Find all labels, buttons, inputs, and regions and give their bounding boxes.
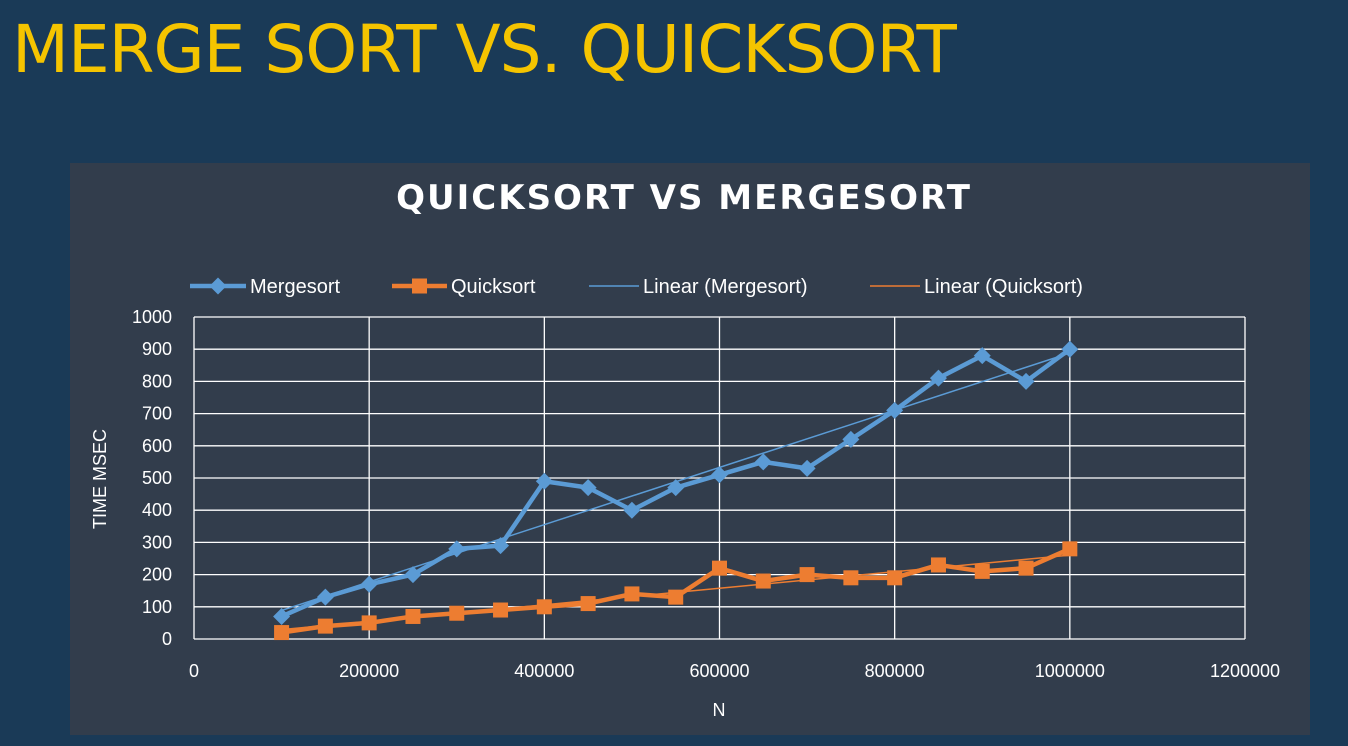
data-point-mergesort (711, 466, 728, 484)
data-point-mergesort (798, 459, 816, 477)
x-tick-label: 400000 (514, 661, 574, 681)
y-tick-label: 600 (142, 436, 172, 456)
data-point-quicksort (449, 605, 465, 621)
data-point-mergesort (623, 501, 641, 519)
data-point-mergesort (1061, 340, 1079, 358)
x-tick-label: 800000 (865, 661, 925, 681)
data-point-mergesort (973, 347, 991, 365)
y-tick-label: 900 (142, 339, 172, 359)
y-axis-label: TIME MSEC (90, 429, 110, 529)
data-point-mergesort (667, 479, 685, 497)
data-markers (273, 340, 1079, 641)
data-point-quicksort (493, 602, 509, 618)
data-point-mergesort (273, 607, 291, 625)
y-tick-label: 500 (142, 468, 172, 488)
legend-label: Linear (Quicksort) (924, 276, 1083, 298)
data-point-quicksort (668, 589, 684, 605)
legend: Mergesort Quicksort Linear (Mergesort) Line… (190, 276, 1083, 298)
y-tick-label: 1000 (132, 307, 172, 327)
data-point-mergesort (316, 588, 334, 606)
data-point-mergesort (535, 472, 553, 490)
chart-title: QUICKSORT VS MERGESORT (396, 178, 972, 218)
chart-svg: QUICKSORT VS MERGESORT Mergesort Quicksor… (90, 178, 1280, 720)
y-tick-label: 100 (142, 597, 172, 617)
data-point-quicksort (1018, 560, 1034, 576)
data-point-quicksort (536, 599, 552, 615)
x-tick-label: 0 (189, 661, 199, 681)
data-point-quicksort (755, 573, 771, 589)
data-point-quicksort (624, 586, 640, 602)
slide-title: MERGE SORT VS. QUICKSORT (12, 11, 957, 88)
legend-item: Linear (Quicksort) (870, 276, 1083, 298)
y-tick-label: 0 (162, 629, 172, 649)
data-point-mergesort (492, 537, 510, 555)
x-tick-label: 1000000 (1035, 661, 1105, 681)
x-tick-label: 200000 (339, 661, 399, 681)
data-point-mergesort (754, 453, 772, 471)
data-point-quicksort (580, 596, 596, 612)
data-point-mergesort (842, 430, 860, 448)
legend-marker (412, 278, 427, 294)
legend-label: Linear (Mergesort) (643, 276, 808, 298)
data-point-mergesort (360, 575, 378, 593)
data-point-mergesort (886, 401, 904, 419)
data-point-quicksort (930, 557, 946, 573)
x-axis-label: N (713, 700, 726, 720)
data-point-quicksort (274, 625, 290, 641)
data-point-quicksort (1062, 541, 1078, 557)
data-point-quicksort (887, 570, 903, 586)
x-tick-label: 600000 (689, 661, 749, 681)
data-point-mergesort (579, 479, 597, 497)
data-point-mergesort (404, 566, 422, 584)
legend-label: Mergesort (250, 276, 340, 298)
legend-item: Linear (Mergesort) (589, 276, 808, 298)
y-tick-label: 800 (142, 371, 172, 391)
data-point-quicksort (799, 567, 815, 583)
data-point-quicksort (843, 570, 859, 586)
legend-marker (209, 277, 227, 295)
data-point-mergesort (1017, 372, 1035, 390)
y-tick-label: 400 (142, 500, 172, 520)
data-point-quicksort (317, 618, 333, 634)
axis-ticks: 0 100 200 300 400 500 600 700 800 900 1000 0 200000 4… (132, 307, 1280, 681)
chart-panel: QUICKSORT VS MERGESORT Mergesort Quicksor… (70, 163, 1310, 735)
x-tick-label: 1200000 (1210, 661, 1280, 681)
y-tick-label: 700 (142, 404, 172, 424)
data-point-mergesort (448, 540, 466, 558)
data-point-quicksort (361, 615, 377, 631)
data-point-quicksort (712, 560, 727, 576)
y-tick-label: 300 (142, 532, 172, 552)
data-point-mergesort (929, 369, 947, 387)
y-tick-label: 200 (142, 565, 172, 585)
data-point-quicksort (974, 563, 990, 579)
data-point-quicksort (405, 608, 421, 624)
legend-item: Mergesort (190, 276, 340, 298)
legend-label: Quicksort (451, 276, 536, 298)
legend-item: Quicksort (392, 276, 536, 298)
